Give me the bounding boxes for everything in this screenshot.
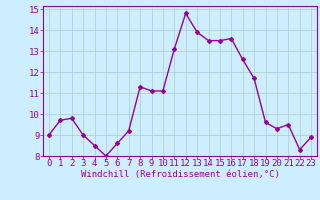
X-axis label: Windchill (Refroidissement éolien,°C): Windchill (Refroidissement éolien,°C) bbox=[81, 170, 279, 179]
